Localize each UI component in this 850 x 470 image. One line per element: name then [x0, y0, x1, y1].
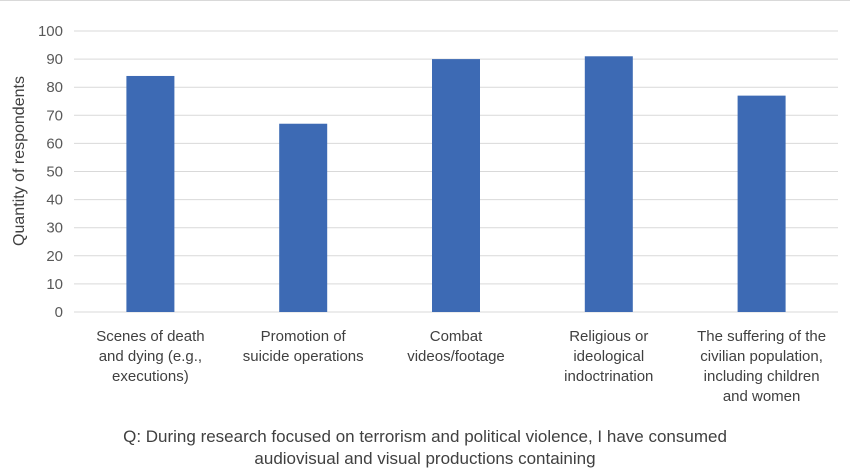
y-tick-label: 50 [46, 164, 63, 181]
category-label-line: ideological [573, 348, 644, 365]
category-label-line: civilian population, [700, 348, 823, 365]
y-tick-labels: 0 10 20 30 40 50 60 70 80 90 100 [38, 23, 63, 321]
bars [126, 56, 786, 313]
category-label-line: suicide operations [243, 348, 364, 365]
y-axis-title: Quantity of respondents [11, 76, 28, 246]
category-label-line: Combat [430, 328, 483, 345]
bar [737, 95, 786, 312]
category-labels: Scenes of death and dying (e.g., execution… [96, 328, 826, 405]
bar [584, 56, 633, 312]
category-label: Combat videos/footage [407, 328, 505, 365]
x-axis-title-line: Q: During research focused on terrorism … [123, 427, 727, 446]
category-label: Scenes of death and dying (e.g., execution… [96, 328, 204, 385]
category-label-line: and women [723, 388, 801, 405]
bar [432, 59, 480, 312]
category-label-line: videos/footage [407, 348, 505, 365]
category-label-line: and dying (e.g., [99, 348, 202, 365]
y-tick-label: 10 [46, 276, 63, 293]
y-tick-label: 20 [46, 248, 63, 265]
y-tick-label: 40 [46, 192, 63, 209]
category-label-line: The suffering of the [697, 328, 826, 345]
bar [126, 75, 175, 313]
bar [279, 123, 328, 312]
x-axis-title-line: audiovisual and visual productions conta… [254, 449, 595, 468]
category-label: Promotion of suicide operations [243, 328, 364, 365]
y-tick-label: 0 [55, 304, 63, 321]
category-label-line: Scenes of death [96, 328, 204, 345]
category-label: Religious or ideological indoctrination [564, 328, 653, 385]
y-tick-label: 30 [46, 220, 63, 237]
category-label: The suffering of the civilian population,… [697, 328, 826, 405]
y-tick-label: 80 [46, 79, 63, 96]
y-tick-label: 90 [46, 51, 63, 68]
category-label-line: executions) [112, 368, 189, 385]
y-tick-label: 60 [46, 135, 63, 152]
category-label-line: indoctrination [564, 368, 653, 385]
x-axis-title: Q: During research focused on terrorism … [123, 427, 727, 468]
y-tick-label: 70 [46, 107, 63, 124]
category-label-line: Religious or [569, 328, 648, 345]
category-label-line: Promotion of [261, 328, 347, 345]
y-tick-label: 100 [38, 23, 63, 40]
category-label-line: including children [704, 368, 820, 385]
